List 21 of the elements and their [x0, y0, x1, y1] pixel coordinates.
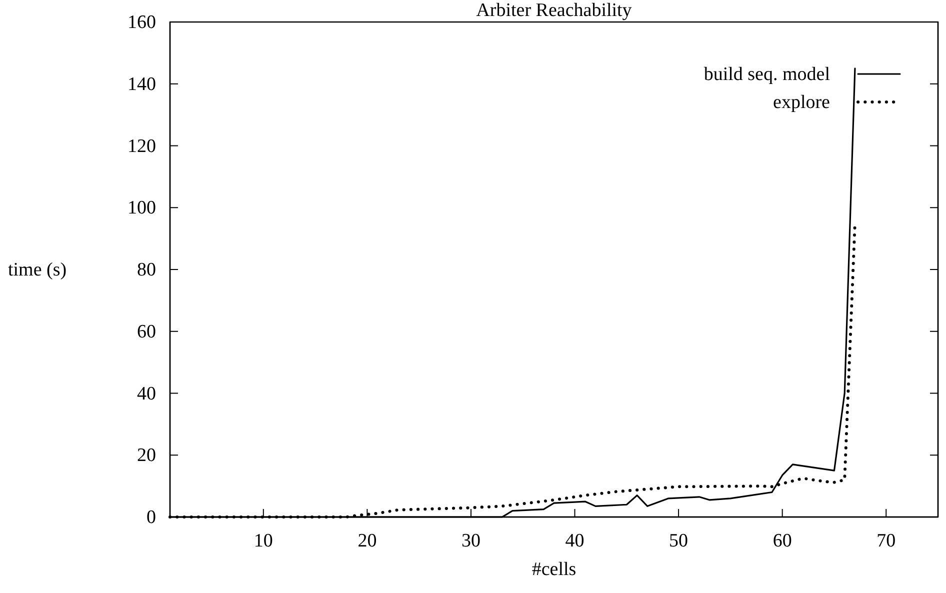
x-tick-label: 10 — [254, 530, 273, 552]
y-tick-label: 120 — [128, 136, 156, 157]
x-tick-label: 20 — [358, 530, 377, 552]
y-tick-label: 100 — [128, 198, 156, 219]
chart-title: Arbiter Reachability — [476, 0, 632, 21]
x-tick-label: 40 — [565, 530, 584, 552]
x-tick-label: 50 — [669, 530, 688, 552]
y-tick-label: 20 — [137, 445, 156, 466]
y-tick-label: 160 — [128, 12, 156, 34]
x-tick-label: 30 — [461, 530, 480, 552]
y-tick-label: 140 — [128, 74, 156, 95]
y-tick-label: 40 — [137, 383, 156, 404]
y-tick-label: 0 — [146, 507, 156, 528]
legend-label: build seq. model — [704, 64, 830, 85]
y-tick-label: 80 — [137, 260, 156, 281]
x-axis-title: #cells — [532, 559, 576, 580]
x-tick-label: 70 — [876, 530, 896, 552]
x-tick-label: 60 — [772, 530, 792, 552]
legend-label: explore — [773, 92, 830, 113]
y-tick-label: 60 — [137, 321, 156, 342]
y-axis-title: time (s) — [8, 260, 67, 280]
